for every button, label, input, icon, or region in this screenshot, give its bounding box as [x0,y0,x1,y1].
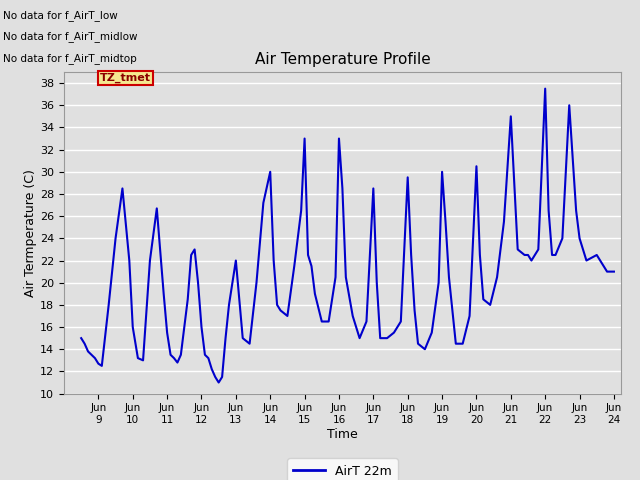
Text: No data for f_AirT_midlow: No data for f_AirT_midlow [3,31,138,42]
Text: No data for f_AirT_low: No data for f_AirT_low [3,10,118,21]
Legend: AirT 22m: AirT 22m [287,458,397,480]
Text: TZ_tmet: TZ_tmet [100,73,151,83]
Title: Air Temperature Profile: Air Temperature Profile [255,52,430,67]
X-axis label: Time: Time [327,428,358,441]
Text: No data for f_AirT_midtop: No data for f_AirT_midtop [3,53,137,64]
Y-axis label: Air Termperature (C): Air Termperature (C) [24,169,37,297]
